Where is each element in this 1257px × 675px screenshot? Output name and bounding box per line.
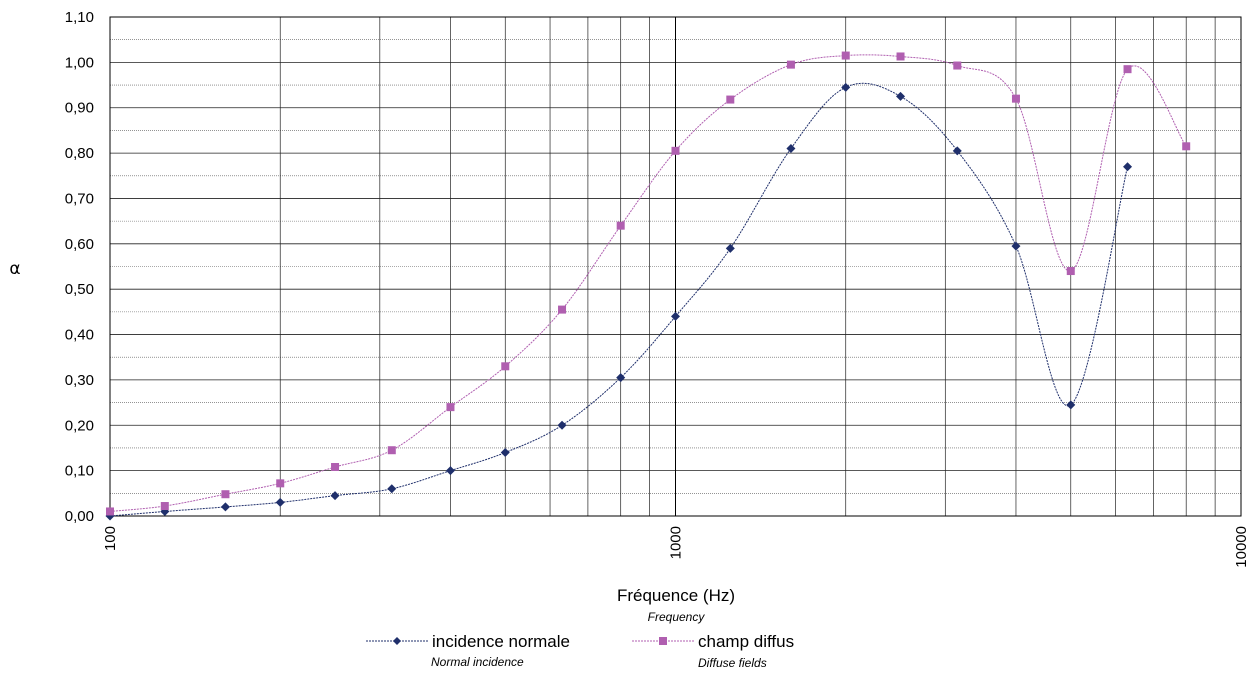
legend: incidence normale Normal incidence champ…	[366, 632, 794, 670]
data-point-square	[221, 490, 230, 499]
data-point-square	[896, 52, 905, 61]
data-point-diamond	[445, 466, 455, 476]
y-tick-label: 0,60	[65, 236, 94, 253]
data-point-square	[1011, 94, 1020, 103]
y-axis-label: α	[9, 259, 20, 279]
data-point-diamond	[330, 491, 340, 501]
data-point-diamond	[671, 311, 680, 321]
legend-item-incidence-normale: incidence normale Normal incidence	[366, 632, 570, 669]
legend-square-marker	[659, 637, 667, 645]
data-point-diamond	[500, 447, 510, 457]
legend-label-champ-diffus: champ diffus	[698, 632, 794, 651]
y-tick-label: 0,90	[65, 100, 94, 117]
data-point-square	[616, 221, 625, 230]
data-point-diamond	[387, 484, 397, 494]
data-point-square	[1182, 142, 1191, 151]
minor-grid	[110, 39, 1241, 494]
x-tick-label: 10000	[1233, 526, 1250, 568]
x-axis-sublabel: Frequency	[648, 610, 706, 624]
y-tick-label: 0,40	[65, 327, 94, 344]
data-point-diamond	[1066, 400, 1076, 410]
y-tick-label: 1,00	[65, 54, 94, 71]
legend-item-champ-diffus: champ diffus Diffuse fields	[632, 632, 794, 670]
data-point-diamond	[557, 420, 567, 430]
data-point-diamond	[220, 502, 230, 512]
data-point-diamond	[725, 243, 735, 253]
x-axis-label: Fréquence (Hz)	[617, 586, 735, 605]
legend-diamond-marker	[393, 637, 401, 645]
major-grid	[109, 16, 1242, 517]
legend-sublabel-champ-diffus: Diffuse fields	[698, 656, 767, 670]
y-tick-label: 0,10	[65, 463, 94, 480]
y-tick-label: 0,20	[65, 417, 94, 434]
legend-label-incidence-normale: incidence normale	[432, 632, 570, 651]
y-tick-label: 1,10	[65, 9, 94, 26]
y-tick-label: 0,30	[65, 372, 94, 389]
data-point-square	[726, 95, 735, 104]
data-point-diamond	[1123, 162, 1133, 172]
data-point-diamond	[786, 144, 796, 154]
y-tick-label: 0,00	[65, 508, 94, 525]
data-point-square	[671, 146, 680, 155]
data-point-square	[446, 403, 455, 412]
x-tick-label: 100	[102, 526, 119, 551]
data-point-square	[786, 60, 795, 69]
y-tick-labels: 0,00 0,10 0,20 0,30 0,40 0,50 0,60 0,70 0,80 0,90…	[65, 9, 94, 525]
data-point-square	[953, 61, 962, 70]
y-tick-label: 0,50	[65, 281, 94, 298]
x-tick-labels: 100 1000 10000	[102, 526, 1250, 568]
data-point-square	[331, 463, 340, 472]
data-point-square	[106, 507, 114, 516]
series-layer	[105, 51, 1191, 521]
legend-sublabel-incidence-normale: Normal incidence	[431, 655, 524, 669]
series-line-1	[109, 54, 1187, 512]
data-point-diamond	[1011, 241, 1021, 251]
data-point-square	[276, 479, 285, 488]
data-point-square	[1066, 267, 1075, 276]
data-point-square	[558, 305, 567, 314]
data-point-diamond	[896, 91, 906, 101]
y-tick-label: 0,80	[65, 145, 94, 162]
data-point-diamond	[616, 373, 626, 383]
data-point-diamond	[275, 497, 285, 507]
y-tick-label: 0,70	[65, 190, 94, 207]
x-tick-label: 1000	[668, 526, 685, 559]
data-point-square	[1123, 65, 1132, 74]
data-point-square	[501, 362, 510, 371]
data-point-square	[387, 446, 396, 455]
data-point-diamond	[841, 82, 851, 92]
data-point-square	[160, 502, 169, 511]
data-point-diamond	[952, 146, 962, 156]
plot-border	[109, 16, 1242, 517]
data-point-square	[841, 51, 850, 60]
